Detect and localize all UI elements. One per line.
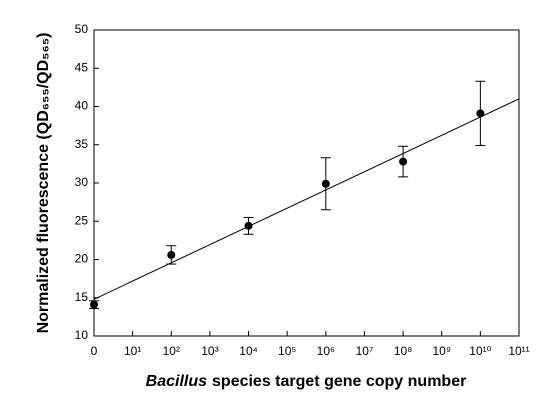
x-label-rest: species target gene copy number — [212, 373, 466, 390]
y-tick-label: 40 — [75, 99, 89, 113]
y-tick-label: 10 — [75, 328, 89, 342]
plot-frame — [93, 29, 520, 337]
point — [476, 109, 485, 118]
y-tick-label: 30 — [75, 175, 89, 189]
x-tick-label: 10⁸ — [394, 344, 412, 358]
x-axis-label: Bacillus species target gene copy number — [146, 373, 467, 390]
x-label-italic: Bacillus — [146, 373, 207, 390]
point — [90, 300, 98, 309]
y-tick-label: 50 — [75, 22, 89, 36]
point — [399, 157, 408, 166]
x-tick-label: 10⁵ — [278, 344, 296, 358]
x-tick-label: 10⁶ — [317, 344, 335, 358]
x-tick-label: 0 — [91, 344, 98, 358]
x-tick-label: 10¹⁰ — [469, 344, 491, 358]
point — [167, 250, 176, 259]
x-tick-label: 10⁴ — [239, 344, 258, 358]
y-tick-label: 45 — [75, 60, 89, 74]
y-axis-label: Normalized fluorescence (QD₆₅₅/QD₅₆₅) — [35, 33, 52, 334]
y-tick-label: 35 — [75, 137, 89, 151]
point — [321, 179, 330, 188]
point — [244, 221, 253, 230]
x-tick-label: 10⁷ — [356, 344, 374, 358]
y-tick-label: 15 — [75, 290, 89, 304]
x-tick-label: 10³ — [201, 344, 218, 358]
fit-line — [93, 98, 520, 300]
x-tick-label: 10² — [163, 344, 180, 358]
x-tick-label: 10⁹ — [432, 344, 451, 358]
x-tick-label: 10¹ — [124, 344, 141, 358]
x-tick-label: 10¹¹ — [508, 344, 529, 358]
y-tick-label: 25 — [75, 213, 89, 227]
y-tick-label: 20 — [75, 252, 89, 266]
